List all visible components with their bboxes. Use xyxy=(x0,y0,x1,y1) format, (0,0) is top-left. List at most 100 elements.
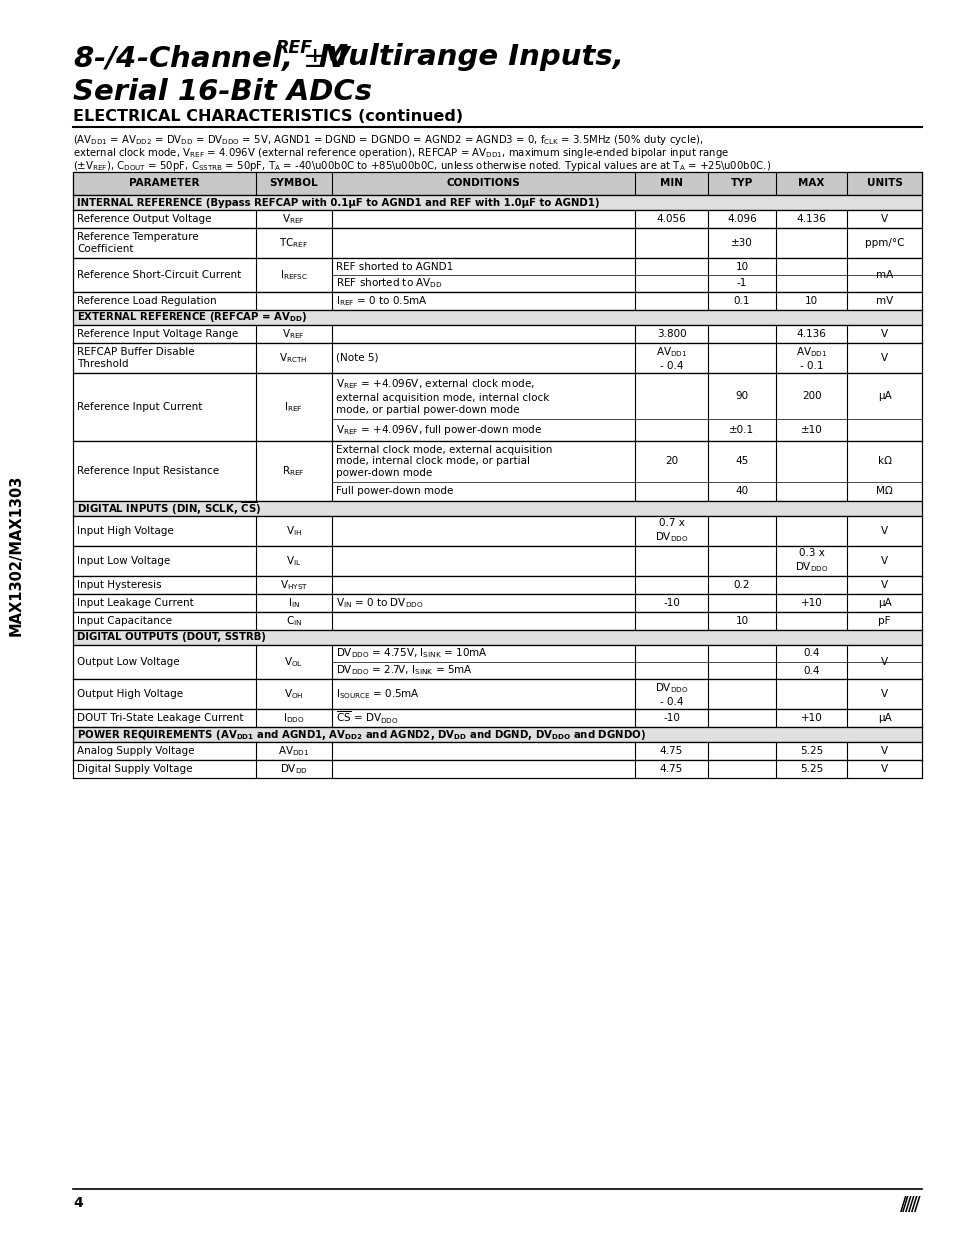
Text: Multirange Inputs,: Multirange Inputs, xyxy=(309,43,623,70)
Text: 4.136: 4.136 xyxy=(796,214,825,224)
Text: mV: mV xyxy=(875,296,892,306)
Text: V: V xyxy=(881,689,887,699)
Text: Input Low Voltage: Input Low Voltage xyxy=(77,556,170,566)
Bar xyxy=(73,228,921,258)
Text: 10: 10 xyxy=(804,296,818,306)
Bar xyxy=(73,310,921,325)
Text: ppm/°C: ppm/°C xyxy=(864,238,903,248)
Text: Reference Input Current: Reference Input Current xyxy=(77,403,202,412)
Text: -10: -10 xyxy=(662,713,679,722)
Text: V$_{\mathregular{OL}}$: V$_{\mathregular{OL}}$ xyxy=(284,655,303,669)
Text: 10: 10 xyxy=(735,262,748,272)
Text: REF shorted to AGND1: REF shorted to AGND1 xyxy=(335,262,453,272)
Text: (Note 5): (Note 5) xyxy=(335,353,378,363)
Text: V$_{\mathregular{IL}}$: V$_{\mathregular{IL}}$ xyxy=(286,555,301,568)
Bar xyxy=(73,546,921,576)
Bar xyxy=(73,630,921,645)
Text: DV$_{\mathregular{DDO}}$ = 2.7V, I$_{\mathregular{SINK}}$ = 5mA: DV$_{\mathregular{DDO}}$ = 2.7V, I$_{\ma… xyxy=(335,663,472,678)
Text: I$_{\mathregular{IN}}$: I$_{\mathregular{IN}}$ xyxy=(288,597,299,610)
Text: V$_{\mathregular{IN}}$ = 0 to DV$_{\mathregular{DDO}}$: V$_{\mathregular{IN}}$ = 0 to DV$_{\math… xyxy=(335,597,423,610)
Text: REF shorted to AV$_{\mathregular{DD}}$: REF shorted to AV$_{\mathregular{DD}}$ xyxy=(335,277,442,290)
Text: 0.3 x
DV$_{\mathregular{DDO}}$: 0.3 x DV$_{\mathregular{DDO}}$ xyxy=(794,548,827,574)
Text: 10: 10 xyxy=(735,616,748,626)
Text: ($\pm$V$_{\mathregular{REF}}$), C$_{\mathregular{DOUT}}$ = 50pF, C$_{\mathregula: ($\pm$V$_{\mathregular{REF}}$), C$_{\mat… xyxy=(73,159,770,173)
Text: 4.75: 4.75 xyxy=(659,746,682,756)
Text: μA: μA xyxy=(877,391,891,401)
Text: V$_{\mathregular{OH}}$: V$_{\mathregular{OH}}$ xyxy=(284,687,303,701)
Text: REF: REF xyxy=(275,40,313,57)
Bar xyxy=(73,172,921,195)
Text: V: V xyxy=(881,746,887,756)
Text: V: V xyxy=(881,556,887,566)
Text: 0.4: 0.4 xyxy=(802,648,819,658)
Text: V$_{\mathregular{REF}}$ = +4.096V, external clock mode,
external acquisition mod: V$_{\mathregular{REF}}$ = +4.096V, exter… xyxy=(335,378,549,415)
Text: 0.7 x
DV$_{\mathregular{DDO}}$: 0.7 x DV$_{\mathregular{DDO}}$ xyxy=(654,519,688,543)
Text: Reference Input Voltage Range: Reference Input Voltage Range xyxy=(77,329,238,338)
Text: Digital Supply Voltage: Digital Supply Voltage xyxy=(77,764,193,774)
Text: 4.096: 4.096 xyxy=(726,214,756,224)
Text: +10: +10 xyxy=(800,713,821,722)
Text: Input High Voltage: Input High Voltage xyxy=(77,526,173,536)
Text: V$_{\mathregular{HYST}}$: V$_{\mathregular{HYST}}$ xyxy=(279,578,308,592)
Text: μA: μA xyxy=(877,598,891,608)
Text: AV$_{\mathregular{DD1}}$
- 0.1: AV$_{\mathregular{DD1}}$ - 0.1 xyxy=(795,346,826,370)
Text: V: V xyxy=(881,764,887,774)
Text: MAX: MAX xyxy=(798,179,824,189)
Text: 4.136: 4.136 xyxy=(796,329,825,338)
Bar xyxy=(73,210,921,228)
Text: DV$_{\mathregular{DDO}}$ = 4.75V, I$_{\mathregular{SINK}}$ = 10mA: DV$_{\mathregular{DDO}}$ = 4.75V, I$_{\m… xyxy=(335,647,487,661)
Text: V$_{\mathregular{REF}}$: V$_{\mathregular{REF}}$ xyxy=(282,212,305,226)
Text: 20: 20 xyxy=(664,457,678,467)
Text: MΩ: MΩ xyxy=(876,487,892,496)
Text: 0.1: 0.1 xyxy=(733,296,749,306)
Text: 4: 4 xyxy=(73,1195,83,1210)
Text: AV$_{\mathregular{DD1}}$
- 0.4: AV$_{\mathregular{DD1}}$ - 0.4 xyxy=(655,346,686,370)
Text: V: V xyxy=(881,580,887,590)
Text: V: V xyxy=(881,657,887,667)
Text: TYP: TYP xyxy=(730,179,752,189)
Text: CONDITIONS: CONDITIONS xyxy=(446,179,519,189)
Text: external clock mode, V$_{\mathregular{REF}}$ = 4.096V (external reference operat: external clock mode, V$_{\mathregular{RE… xyxy=(73,146,728,161)
Text: 0.4: 0.4 xyxy=(802,666,819,676)
Text: DV$_{\mathregular{DD}}$: DV$_{\mathregular{DD}}$ xyxy=(279,762,308,776)
Text: MAX1302/MAX1303: MAX1302/MAX1303 xyxy=(9,474,24,636)
Text: DIGITAL INPUTS (DIN, SCLK, $\overline{\mathregular{CS}}$): DIGITAL INPUTS (DIN, SCLK, $\overline{\m… xyxy=(77,500,261,516)
Bar xyxy=(73,576,921,594)
Text: -1: -1 xyxy=(736,279,746,289)
Text: 0.2: 0.2 xyxy=(733,580,749,590)
Text: 4.056: 4.056 xyxy=(656,214,686,224)
Bar xyxy=(73,613,921,630)
Bar xyxy=(73,373,921,441)
Text: $\mathregular{/\!\!\!/\!\!\!/\!\!\!/\!\!\!/\!\!\!/}$: $\mathregular{/\!\!\!/\!\!\!/\!\!\!/\!\!… xyxy=(898,1194,921,1214)
Text: Reference Output Voltage: Reference Output Voltage xyxy=(77,214,212,224)
Text: I$_{\mathregular{REF}}$: I$_{\mathregular{REF}}$ xyxy=(284,400,303,414)
Bar xyxy=(73,195,921,210)
Text: Input Leakage Current: Input Leakage Current xyxy=(77,598,193,608)
Text: DIGITAL OUTPUTS (DOUT, SSTRB): DIGITAL OUTPUTS (DOUT, SSTRB) xyxy=(77,632,266,642)
Text: C$_{\mathregular{IN}}$: C$_{\mathregular{IN}}$ xyxy=(285,614,301,627)
Text: 45: 45 xyxy=(735,457,748,467)
Text: Reference Input Resistance: Reference Input Resistance xyxy=(77,466,219,475)
Text: V$_{\mathregular{RCTH}}$: V$_{\mathregular{RCTH}}$ xyxy=(279,351,308,364)
Text: Analog Supply Voltage: Analog Supply Voltage xyxy=(77,746,194,756)
Bar xyxy=(73,501,921,516)
Bar xyxy=(73,727,921,742)
Text: 5.25: 5.25 xyxy=(800,764,822,774)
Text: AV$_{\mathregular{DD1}}$: AV$_{\mathregular{DD1}}$ xyxy=(277,745,309,758)
Text: MIN: MIN xyxy=(659,179,682,189)
Text: pF: pF xyxy=(878,616,890,626)
Bar xyxy=(73,441,921,501)
Bar xyxy=(73,516,921,546)
Text: kΩ: kΩ xyxy=(877,457,891,467)
Text: External clock mode, external acquisition
mode, internal clock mode, or partial
: External clock mode, external acquisitio… xyxy=(335,445,552,478)
Bar xyxy=(73,645,921,679)
Text: Input Capacitance: Input Capacitance xyxy=(77,616,172,626)
Text: 4.75: 4.75 xyxy=(659,764,682,774)
Text: V$_{\mathregular{IH}}$: V$_{\mathregular{IH}}$ xyxy=(285,524,301,538)
Text: DOUT Tri-State Leakage Current: DOUT Tri-State Leakage Current xyxy=(77,713,243,722)
Text: I$_{\mathregular{SOURCE}}$ = 0.5mA: I$_{\mathregular{SOURCE}}$ = 0.5mA xyxy=(335,687,419,701)
Text: I$_{\mathregular{REFSC}}$: I$_{\mathregular{REFSC}}$ xyxy=(279,268,308,282)
Bar xyxy=(73,172,921,195)
Text: REFCAP Buffer Disable
Threshold: REFCAP Buffer Disable Threshold xyxy=(77,347,194,369)
Text: 40: 40 xyxy=(735,487,748,496)
